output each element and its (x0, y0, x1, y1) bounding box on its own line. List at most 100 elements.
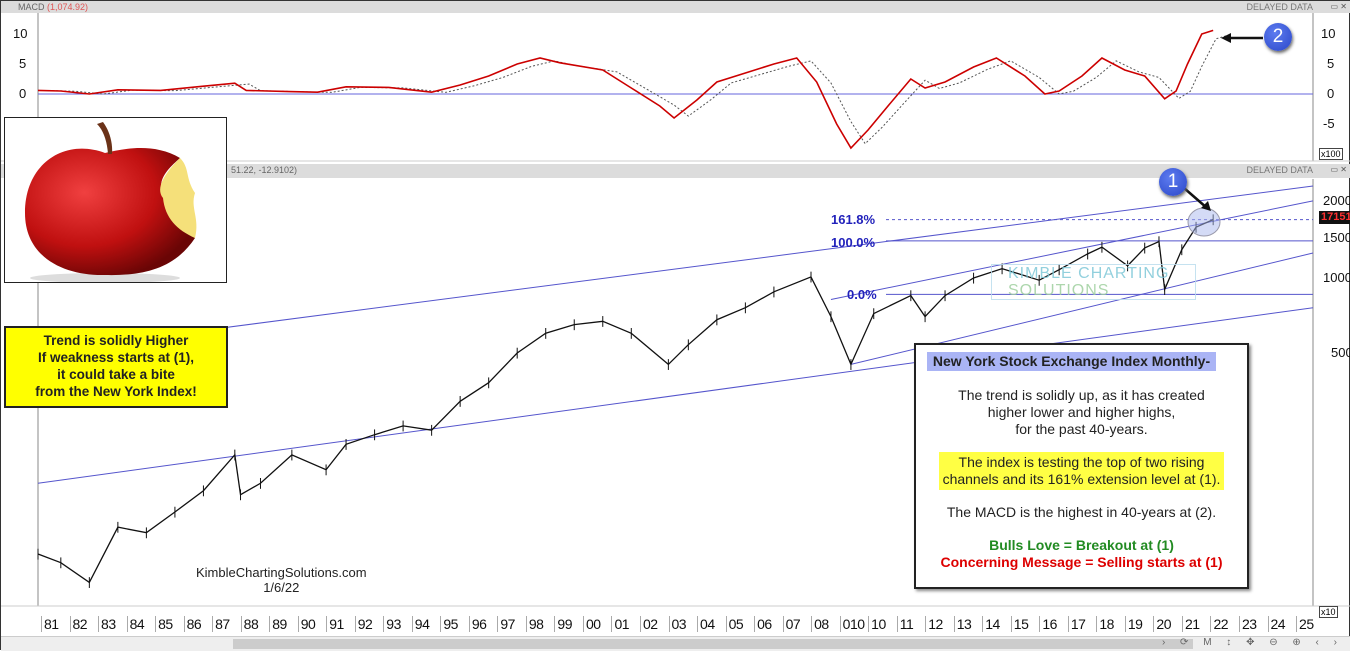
caption-line: it could take a bite (57, 367, 175, 382)
info-box: New York Stock Exchange Index Monthly- T… (914, 343, 1249, 589)
x-tick-label: 21 (1181, 616, 1210, 632)
x-tick-label: 81 (41, 616, 69, 632)
x-tick-label: 08 (811, 616, 839, 632)
trendline-1 (37, 307, 1314, 484)
price-header-values: 51.22, -12.9102) (231, 165, 298, 175)
macd-header: MACD (1,074.92) DELAYED DATA ▭ ✕ (1, 1, 1350, 13)
x-tick-label: 94 (411, 616, 440, 632)
macd-title: MACD (18, 2, 45, 12)
x-tick-label: 95 (440, 616, 468, 632)
credit-site: KimbleChartingSolutions.com (196, 565, 367, 580)
macd-ytick-left: 10 (13, 26, 28, 41)
caption-line: Trend is solidly Higher (43, 333, 189, 348)
delayed-label: DELAYED DATA (1246, 2, 1313, 12)
x-tick-label: 15 (1010, 616, 1039, 632)
macd-ytick-right: -5 (1323, 116, 1335, 131)
maximize-button[interactable]: ▭ (1330, 2, 1339, 11)
x-tick-label: 93 (383, 616, 411, 632)
caption-line: from the New York Index! (35, 384, 197, 399)
price-ytick: 2000 (1323, 193, 1350, 208)
badge-2: 2 (1264, 23, 1292, 51)
macd-multiplier: x100 (1319, 148, 1343, 160)
macd-ytick-right: 5 (1327, 56, 1335, 71)
x-tick-label: 05 (725, 616, 754, 632)
trendline-3 (830, 200, 1314, 300)
info-text: The trend is solidly up, as it has creat… (958, 387, 1205, 403)
scroll-thumb[interactable] (233, 639, 1193, 649)
info-text: higher lower and higher highs, (987, 404, 1176, 420)
x-tick-label: 22 (1210, 616, 1238, 632)
macd-ytick-left: 5 (19, 56, 27, 71)
price-multiplier: x10 (1319, 606, 1338, 618)
maximize-button[interactable]: ▭ (1330, 165, 1339, 174)
credit-date: 1/6/22 (263, 580, 300, 595)
x-tick-label: 13 (953, 616, 982, 632)
x-tick-label: 84 (126, 616, 155, 632)
x-tick-label: 01 (611, 616, 639, 632)
x-tick-label: 85 (155, 616, 183, 632)
delayed-label: DELAYED DATA (1246, 165, 1313, 175)
x-tick-label: 89 (269, 616, 297, 632)
x-tick-label: 03 (668, 616, 697, 632)
x-tick-label: 00 (582, 616, 611, 632)
arrow-1 (1183, 187, 1208, 209)
x-tick-label: 99 (554, 616, 582, 632)
x-tick-label: 98 (525, 616, 554, 632)
info-highlight: The index is testing the top of two risi… (938, 452, 1225, 490)
macd-ytick-right: 0 (1327, 86, 1335, 101)
x-tick-label: 10 (868, 616, 896, 632)
x-tick-label: 97 (497, 616, 525, 632)
x-tick-label: 87 (212, 616, 240, 632)
macd-line (37, 29, 1214, 150)
info-title: New York Stock Exchange Index Monthly- (926, 352, 1217, 371)
caption-line: If weakness starts at (1), (37, 350, 195, 365)
x-tick-label: 07 (782, 616, 811, 632)
x-tick-label: 16 (1039, 616, 1067, 632)
x-tick-label: 20 (1153, 616, 1181, 632)
price-line (37, 219, 1214, 584)
credit: KimbleChartingSolutions.com 1/6/22 (196, 565, 367, 595)
fib-label-0: 0.0% (847, 287, 877, 302)
last-price-label: 17151 (1319, 211, 1350, 224)
price-header: 51.22, -12.9102) DELAYED DATA ▭ ✕ (1, 164, 1350, 178)
x-tick-label: 02 (639, 616, 668, 632)
close-button[interactable]: ✕ (1340, 165, 1347, 174)
scrollbar[interactable]: › ⟳ M ↕ ✥ ⊖ ⊕ ‹ › (1, 636, 1350, 651)
x-tick-label: 06 (754, 616, 782, 632)
x-tick-label: 91 (326, 616, 354, 632)
fib-label-161: 161.8% (831, 212, 876, 227)
info-text: The index is testing the top of two risi… (958, 454, 1205, 470)
x-tick-label: 82 (69, 616, 98, 632)
close-button[interactable]: ✕ (1340, 2, 1347, 11)
chart-toolbar[interactable]: › ⟳ M ↕ ✥ ⊖ ⊕ ‹ › (1161, 637, 1343, 648)
macd-ytick-left: 0 (19, 86, 27, 101)
macd-ytick-right: 10 (1321, 26, 1336, 41)
x-tick-label: 17 (1067, 616, 1096, 632)
x-tick-label: 90 (297, 616, 326, 632)
apple-caption: Trend is solidly Higher If weakness star… (4, 326, 228, 408)
info-text: for the past 40-years. (1015, 421, 1148, 437)
watermark: KIMBLE CHARTING SOLUTIONS (991, 264, 1196, 300)
x-tick-label: 19 (1124, 616, 1153, 632)
x-tick-label: 18 (1096, 616, 1124, 632)
price-ytick: 500 (1331, 345, 1350, 360)
highlight-ellipse (1187, 207, 1221, 237)
fib-label-100: 100.0% (831, 235, 876, 250)
macd-value: (1,074.92) (47, 2, 89, 12)
watermark-line1: KIMBLE CHARTING (1008, 265, 1170, 282)
x-tick-label: 96 (468, 616, 497, 632)
watermark-line2: SOLUTIONS (1008, 282, 1110, 299)
arrow-1-head (1201, 201, 1211, 211)
info-text: channels and its 161% extension level at… (942, 471, 1221, 487)
arrow-2-head (1221, 33, 1231, 43)
price-ytick: 1000 (1323, 270, 1350, 285)
trendline-0 (37, 185, 1314, 353)
bull-text: Bulls Love = Breakout at (1) (989, 537, 1174, 553)
macd-signal-line (52, 35, 1228, 145)
x-tick-label: 14 (982, 616, 1010, 632)
apple-image (4, 117, 227, 283)
x-tick-label: 92 (354, 616, 383, 632)
x-tick-label: 24 (1267, 616, 1296, 632)
x-tick-label: 86 (183, 616, 212, 632)
